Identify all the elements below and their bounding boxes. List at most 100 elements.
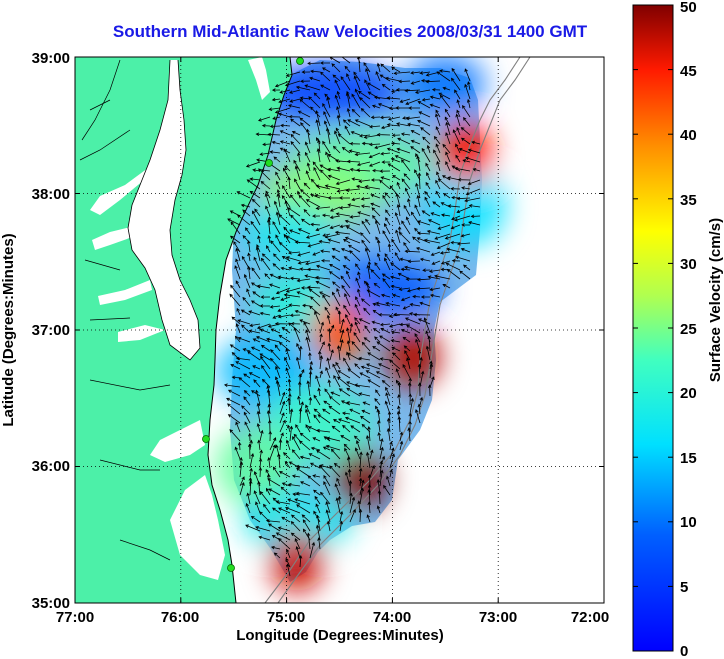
velocity-vector <box>392 352 401 361</box>
velocity-vector <box>422 136 431 145</box>
velocity-vector <box>460 247 471 253</box>
velocity-vector <box>279 130 291 136</box>
velocity-vector <box>297 110 311 118</box>
velocity-vector <box>301 218 311 226</box>
velocity-vector <box>319 370 323 379</box>
velocity-vector <box>340 435 351 442</box>
velocity-vector <box>298 194 311 208</box>
velocity-vector <box>367 426 371 442</box>
velocity-vector <box>336 105 341 118</box>
velocity-vector <box>339 339 344 352</box>
velocity-vector <box>325 127 331 145</box>
velocity-vector <box>290 118 301 127</box>
velocity-vector <box>336 90 341 100</box>
velocity-vector <box>410 80 421 85</box>
velocity-vector <box>333 462 341 469</box>
velocity-vector <box>462 117 471 127</box>
velocity-vector <box>406 324 421 334</box>
velocity-vector <box>270 545 281 550</box>
colorbar-tick-label: 20 <box>680 385 697 402</box>
velocity-vector <box>298 407 303 424</box>
velocity-vector <box>329 324 335 334</box>
velocity-vector <box>381 379 391 388</box>
velocity-vector <box>430 212 441 217</box>
velocity-vector <box>244 421 251 433</box>
velocity-vector <box>294 538 301 550</box>
velocity-vector <box>269 273 281 280</box>
velocity-vector <box>291 449 301 460</box>
velocity-vector <box>335 212 351 217</box>
colorbar-tick-label: 35 <box>680 192 697 209</box>
velocity-vector <box>372 328 381 334</box>
velocity-vector <box>416 286 431 291</box>
velocity-vector <box>331 425 341 433</box>
velocity-vector <box>393 71 411 75</box>
velocity-vector <box>335 497 341 514</box>
velocity-vector <box>252 210 261 226</box>
velocity-vector <box>294 498 311 505</box>
velocity-vector <box>337 495 342 505</box>
velocity-vector <box>271 507 281 514</box>
velocity-vector <box>423 317 431 334</box>
velocity-vector <box>361 220 371 235</box>
velocity-vector <box>275 500 291 505</box>
velocity-vector <box>341 57 351 64</box>
velocity-vector <box>398 287 411 291</box>
velocity-vector <box>379 357 391 361</box>
velocity-vector <box>239 461 244 478</box>
velocity-vector <box>395 229 401 244</box>
velocity-vector <box>371 104 381 109</box>
velocity-vector <box>341 284 351 298</box>
colorbar-tick-label: 25 <box>680 321 697 338</box>
velocity-vector <box>315 224 331 232</box>
velocity-vector <box>346 401 361 406</box>
velocity-vector <box>425 162 431 172</box>
velocity-patch <box>241 206 332 263</box>
velocity-vector <box>419 301 431 307</box>
velocity-vector <box>287 498 301 505</box>
velocity-vector <box>338 388 351 397</box>
coastline <box>207 57 293 603</box>
velocity-vector <box>377 489 382 505</box>
velocity-vector <box>358 356 371 361</box>
velocity-vector <box>336 345 341 361</box>
velocity-vector <box>242 296 251 307</box>
velocity-vector <box>354 88 361 100</box>
velocity-vector <box>305 199 321 208</box>
velocity-vector <box>471 140 481 145</box>
velocity-vector <box>444 108 451 118</box>
velocity-vector <box>297 395 301 406</box>
velocity-vector <box>324 233 341 239</box>
velocity-vector <box>266 218 271 235</box>
velocity-vector <box>345 270 351 280</box>
velocity-vector <box>460 233 471 238</box>
velocity-vector <box>367 352 381 361</box>
velocity-vector <box>240 309 251 316</box>
velocity-vector <box>402 336 411 343</box>
radar-station-marker <box>202 435 210 443</box>
velocity-vector <box>377 431 381 442</box>
velocity-vector <box>247 240 251 253</box>
velocity-vector <box>258 116 271 122</box>
velocity-vector <box>465 156 481 163</box>
velocity-vector <box>365 218 371 226</box>
velocity-vector <box>280 296 291 301</box>
velocity-vector <box>242 209 251 217</box>
velocity-vector <box>281 516 291 523</box>
velocity-vector <box>435 190 441 199</box>
velocity-vector <box>295 424 301 433</box>
chesapeake-bay <box>128 60 200 360</box>
velocity-vector <box>316 449 331 460</box>
velocity-vector <box>350 425 361 433</box>
velocity-vector <box>379 438 384 451</box>
velocity-vector <box>305 329 311 343</box>
velocity-vector <box>346 73 351 82</box>
velocity-vector <box>338 196 351 200</box>
velocity-vector <box>380 151 391 156</box>
velocity-vector <box>343 357 351 370</box>
velocity-vector <box>286 563 291 577</box>
velocity-vector <box>403 204 411 217</box>
velocity-vector <box>351 177 361 181</box>
velocity-vector <box>442 284 451 289</box>
velocity-vector <box>305 424 311 433</box>
